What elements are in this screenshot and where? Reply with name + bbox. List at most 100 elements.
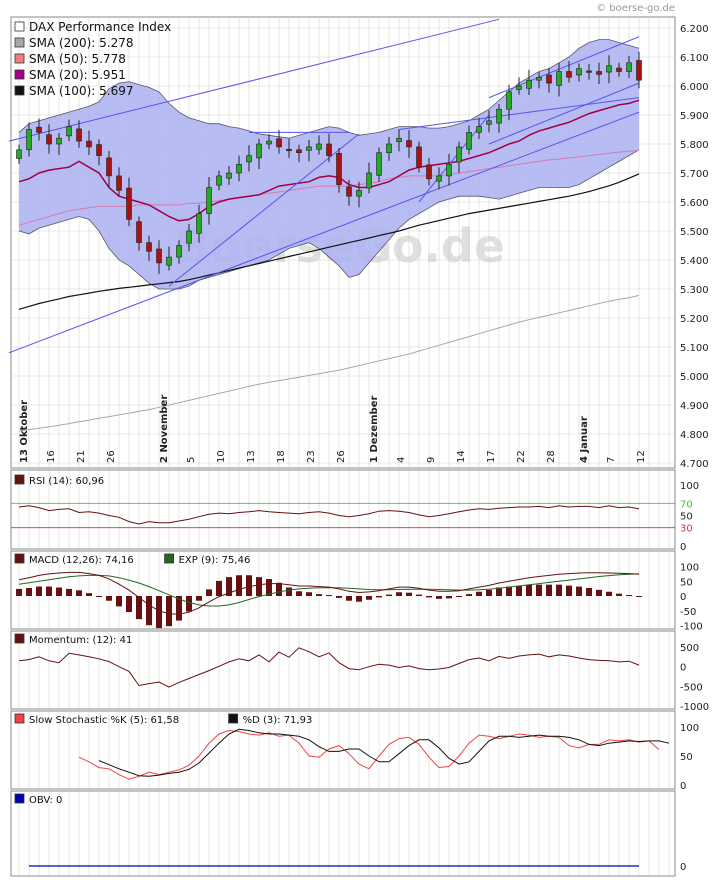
macd-histogram-bar: [16, 588, 22, 596]
macd-histogram-bar: [576, 586, 582, 596]
macd-histogram-bar: [176, 596, 182, 621]
candle-body: [356, 190, 362, 197]
panel-momentum: [10, 630, 676, 710]
macd-histogram-bar: [266, 579, 272, 596]
rsi-tick-label: 0: [680, 542, 686, 553]
macd-histogram-bar: [86, 593, 92, 596]
candle-body: [336, 152, 342, 185]
price-tick-label: 5.100: [680, 343, 709, 354]
macd-histogram-bar: [66, 588, 72, 596]
candle-body: [596, 71, 602, 75]
macd-histogram-bar: [496, 587, 502, 596]
macd-histogram-bar: [436, 596, 442, 599]
macd-histogram-bar: [536, 584, 542, 596]
candle-body: [506, 91, 512, 110]
sma200-line: [18, 294, 640, 432]
macd-histogram-bar: [106, 596, 112, 601]
macd-tick-label: -100: [680, 622, 703, 633]
stochastic-tick-label: 0: [680, 781, 686, 792]
macd-histogram-bar: [206, 589, 212, 596]
candle-body: [316, 143, 322, 150]
legend-label: SMA (20): 5.951: [29, 68, 126, 82]
candle-body: [636, 60, 642, 81]
price-tick-label: 5.000: [680, 372, 709, 383]
price-tick-label: 5.800: [680, 140, 709, 151]
macd-histogram-bar: [56, 587, 62, 596]
macd-histogram-bar: [566, 585, 572, 596]
candle-body: [66, 126, 72, 137]
x-day-label: 28: [546, 450, 557, 463]
macd-histogram-bar: [486, 589, 492, 596]
candle-body: [136, 221, 142, 243]
candle-body: [186, 230, 192, 244]
macd-histogram-bar: [146, 596, 152, 626]
macd-histogram-bar: [116, 596, 122, 607]
candle-body: [106, 157, 112, 177]
momentum-tick-label: 0: [680, 663, 686, 674]
macd-histogram-bar: [326, 595, 332, 597]
macd-histogram-bar: [586, 587, 592, 596]
candle-body: [556, 71, 562, 86]
macd-histogram-bar: [286, 587, 292, 596]
candle-body: [226, 172, 232, 179]
legend-swatch: [14, 69, 25, 80]
momentum-tick-label: 500: [680, 643, 699, 654]
rsi-tick-label: 100: [680, 481, 699, 492]
legend-swatch: [14, 21, 25, 32]
macd-line: [18, 571, 640, 615]
candle-body: [26, 129, 32, 151]
sma50-line: [18, 149, 640, 226]
legend-swatch: [14, 713, 25, 724]
macd-histogram-bar: [556, 584, 562, 596]
macd-histogram-bar: [126, 596, 132, 613]
price-tick-label: 6.100: [680, 53, 709, 64]
sma100-line: [18, 173, 640, 310]
macd-histogram-bar: [406, 592, 412, 596]
price-tick-label: 5.700: [680, 169, 709, 180]
x-day-label: 21: [76, 450, 87, 463]
macd-tick-label: -50: [680, 607, 696, 618]
candle-body: [396, 137, 402, 142]
candle-body: [496, 108, 502, 124]
candle-body: [266, 140, 272, 145]
macd-histogram-bar: [596, 589, 602, 596]
macd-histogram-bar: [526, 584, 532, 596]
legend-swatch: [14, 85, 25, 96]
x-day-label: 7: [606, 457, 617, 463]
legend-label: Slow Stochastic %K (5): 61,58: [29, 715, 179, 726]
x-day-label: 14: [456, 450, 467, 463]
macd-histogram-bar: [356, 596, 362, 602]
macd-histogram-bar: [36, 586, 42, 596]
candle-body: [256, 143, 262, 159]
legend-label: Momentum: (12): 41: [29, 635, 132, 646]
x-day-label: 10: [216, 450, 227, 463]
price-tick-label: 6.000: [680, 82, 709, 93]
macd-histogram-bar: [76, 590, 82, 596]
macd-histogram-bar: [306, 592, 312, 596]
candle-body: [416, 146, 422, 168]
x-month-label: 2 November: [159, 395, 170, 463]
price-tick-label: 5.900: [680, 111, 709, 122]
site-watermark: © boerse-go.de: [596, 3, 675, 14]
x-month-label: 4 Januar: [579, 416, 590, 463]
legend-label: EXP (9): 75,46: [179, 555, 251, 566]
legend-label: SMA (50): 5.778: [29, 52, 126, 66]
candle-body: [276, 138, 282, 148]
macd-histogram-bar: [246, 575, 252, 596]
rsi-line: [18, 505, 640, 525]
legend-swatch: [14, 474, 25, 485]
rsi-tick-label: 50: [680, 512, 693, 523]
candle-body: [526, 79, 532, 89]
candle-body: [206, 187, 212, 214]
trendline: [398, 97, 640, 130]
price-tick-label: 5.300: [680, 285, 709, 296]
macd-histogram-bar: [316, 594, 322, 596]
price-tick-label: 5.200: [680, 314, 709, 325]
macd-tick-label: 50: [680, 577, 693, 588]
legend-label: OBV: 0: [29, 795, 62, 806]
candle-body: [296, 149, 302, 154]
candle-body: [346, 186, 352, 197]
macd-histogram-bar: [136, 596, 142, 620]
stoch-k-line: [78, 729, 660, 780]
candle-body: [616, 67, 622, 72]
